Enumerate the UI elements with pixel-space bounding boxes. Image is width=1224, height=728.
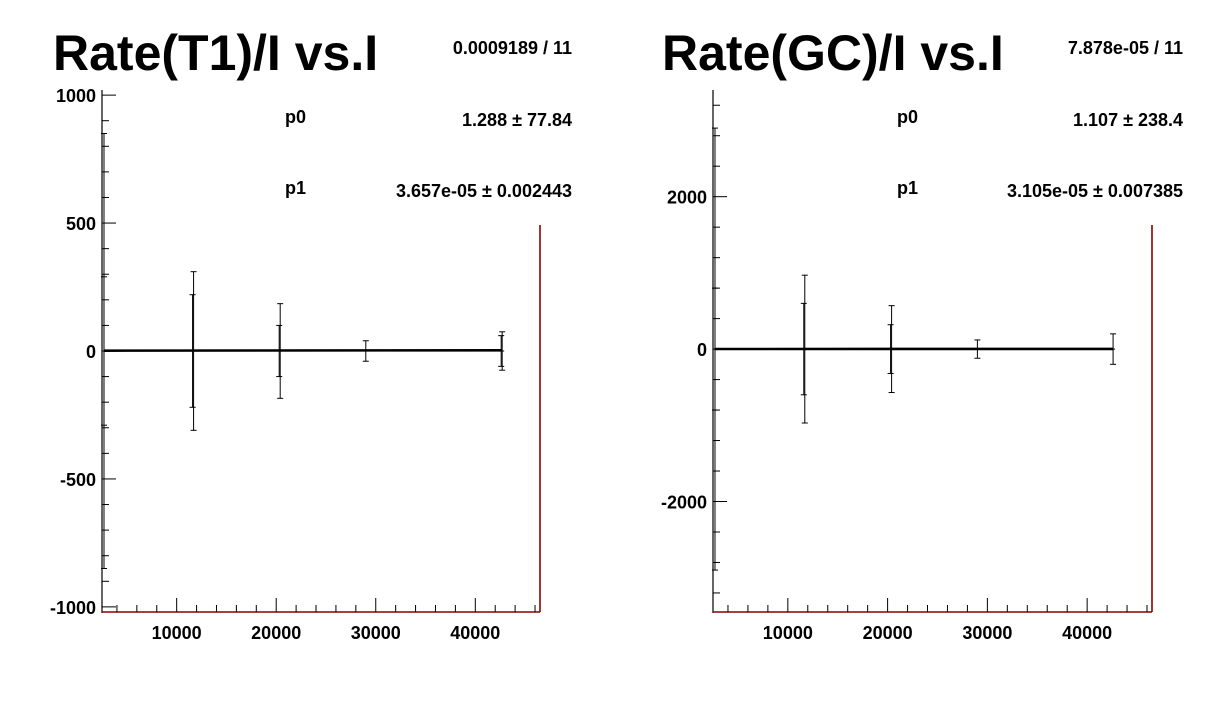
axis-ticks: 10000 20000 30000 40000 -1000 -500 0 500 1000 (50, 86, 536, 643)
p0-label: p0 (897, 107, 918, 127)
p1-value: 3.657e-05 ± 0.002443 (396, 181, 572, 201)
data-point (711, 127, 718, 571)
p0-label: p0 (285, 107, 306, 127)
x-tick-label: 30000 (962, 623, 1012, 643)
y-tick-label: -1000 (50, 598, 96, 618)
x-tick-label: 40000 (1062, 623, 1112, 643)
data-point (974, 339, 981, 359)
data-point (1110, 333, 1117, 365)
data-point (888, 305, 895, 394)
data-point (499, 331, 506, 371)
chart-title: Rate(GC)/I vs.I (662, 25, 1004, 81)
chi2-ndf: 7.878e-05 / 11 (1068, 38, 1183, 58)
x-tick-label: 10000 (152, 623, 202, 643)
data-point (801, 274, 808, 424)
x-tick-label: 10000 (763, 623, 813, 643)
p1-label: p1 (285, 178, 306, 198)
p1-value: 3.105e-05 ± 0.007385 (1007, 181, 1183, 201)
data-marks (711, 127, 1117, 571)
y-tick-label: -500 (60, 470, 96, 490)
chi2-ndf: 0.0009189 / 11 (453, 38, 572, 58)
x-tick-label: 30000 (351, 623, 401, 643)
axis-ticks: 10000 20000 30000 40000 -2000 0 2000 (661, 104, 1148, 643)
y-tick-label: 0 (697, 340, 707, 360)
data-point (362, 340, 369, 362)
p0-value: 1.288 ± 77.84 (462, 110, 572, 130)
y-tick-label: -2000 (661, 493, 707, 513)
x-tick-label: 40000 (450, 623, 500, 643)
chart-title: Rate(T1)/I vs.I (53, 25, 378, 81)
data-point (277, 303, 284, 399)
p1-label: p1 (897, 178, 918, 198)
data-point (100, 133, 107, 569)
chart-panel-gc: Rate(GC)/I vs.I 7.878e-05 / 11 p0 1.107 … (661, 25, 1183, 643)
p0-value: 1.107 ± 238.4 (1073, 110, 1183, 130)
y-tick-label: 500 (66, 214, 96, 234)
chart-panel-t1: Rate(T1)/I vs.I 0.0009189 / 11 p0 1.288 … (50, 25, 572, 643)
x-tick-label: 20000 (251, 623, 301, 643)
y-tick-label: 0 (86, 342, 96, 362)
y-tick-label: 2000 (667, 188, 707, 208)
data-marks (100, 133, 506, 569)
x-tick-label: 20000 (863, 623, 913, 643)
data-point (190, 271, 197, 431)
y-tick-label: 1000 (56, 86, 96, 106)
